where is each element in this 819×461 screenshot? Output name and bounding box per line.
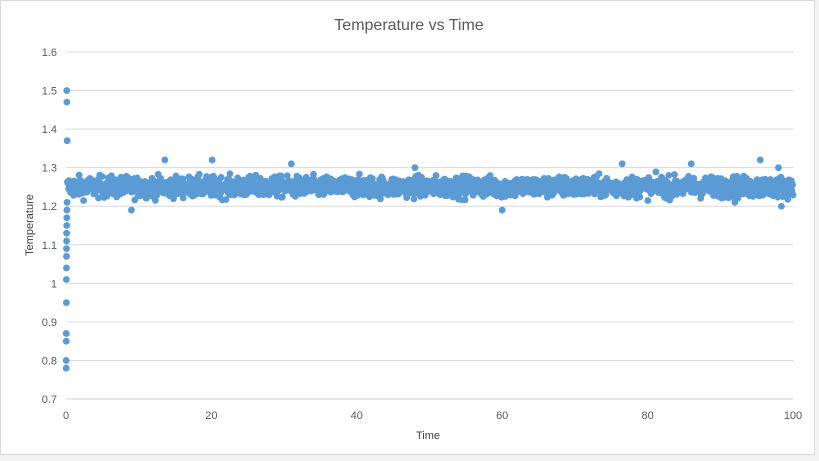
data-point [279, 193, 286, 201]
window-edge-bottom [0, 455, 819, 461]
data-point [418, 173, 425, 181]
y-tick-label-2: 0.9 [42, 317, 57, 329]
data-point [562, 175, 570, 182]
data-point-spike [731, 198, 739, 206]
data-point-spike [411, 164, 419, 172]
data-point-initial [62, 299, 70, 307]
x-tick-label-3: 60 [496, 410, 508, 422]
y-tick-label-5: 1.2 [42, 201, 57, 213]
data-point [789, 191, 797, 199]
x-axis-title: Time [416, 430, 440, 442]
data-point [356, 170, 363, 178]
data-point [108, 172, 115, 180]
data-point-initial [63, 222, 71, 229]
y-tick-labels: 0.7 0.8 0.9 1 1.1 1.2 1.3 1.4 1.5 1.6 [42, 47, 57, 406]
data-point-spike [161, 156, 169, 164]
y-tick-label-9: 1.6 [42, 47, 57, 59]
data-point-initial [63, 98, 71, 106]
y-tick-label-3: 1 [51, 278, 57, 290]
gridlines [66, 51, 793, 400]
data-point [671, 171, 678, 178]
data-point [217, 173, 225, 181]
window-edge-right [815, 0, 819, 461]
data-point [377, 195, 384, 203]
data-point-spike [687, 160, 695, 168]
data-point [98, 173, 106, 180]
data-point [368, 175, 376, 183]
data-point-initial [63, 87, 71, 94]
data-point [461, 196, 469, 204]
data-point [226, 170, 234, 178]
data-point [432, 172, 440, 179]
data-point [665, 171, 673, 179]
data-point [283, 172, 291, 180]
data-point-spike [756, 156, 764, 164]
y-tick-label-4: 1.1 [42, 240, 57, 252]
data-point [545, 175, 552, 182]
data-point-initial [63, 214, 71, 222]
scatter-markers [62, 87, 797, 372]
x-tick-label-2: 40 [351, 410, 363, 422]
data-point [486, 172, 494, 179]
data-point [644, 197, 652, 204]
x-tick-label-0: 0 [63, 410, 69, 422]
data-point [595, 170, 603, 178]
y-tick-label-0: 0.7 [42, 394, 57, 406]
data-point [789, 181, 796, 189]
y-tick-label-6: 1.3 [42, 163, 57, 175]
data-point [652, 168, 660, 176]
data-point [685, 172, 692, 180]
data-point [75, 171, 83, 179]
data-point [256, 174, 264, 182]
data-point [95, 194, 102, 202]
data-point-initial [62, 364, 70, 372]
data-point-spike [128, 206, 135, 214]
y-tick-label-8: 1.5 [42, 86, 57, 98]
chart-title: Temperature vs Time [334, 17, 483, 34]
data-point-initial [62, 357, 70, 364]
data-point [784, 195, 792, 203]
y-tick-label-7: 1.4 [42, 124, 57, 136]
data-point [179, 194, 187, 202]
data-point-initial [62, 276, 70, 283]
data-point-initial [63, 252, 70, 260]
data-point-initial [63, 264, 70, 272]
data-point-spike [498, 206, 506, 214]
x-tick-label-1: 20 [205, 410, 217, 422]
data-point-initial [63, 206, 71, 214]
y-axis-title: Temperature [24, 194, 36, 256]
data-point-initial [63, 198, 71, 206]
data-point-spike [775, 164, 782, 172]
data-point-initial [63, 237, 70, 245]
data-point-spike [618, 160, 626, 168]
data-point [354, 191, 362, 199]
data-point-initial [63, 137, 71, 145]
data-point-spike [208, 156, 216, 164]
x-tick-label-4: 80 [641, 410, 653, 422]
x-tick-label-5: 100 [784, 410, 802, 422]
data-point-initial [62, 337, 70, 345]
y-tick-label-1: 0.8 [42, 355, 57, 367]
data-point-spike [777, 202, 785, 210]
data-point [636, 193, 644, 201]
data-point [222, 196, 230, 203]
data-point-initial [63, 229, 71, 237]
data-point-spike [287, 160, 295, 168]
data-point [647, 190, 655, 198]
x-tick-labels: 0 20 40 60 80 100 [63, 410, 802, 422]
data-point-initial [62, 330, 70, 337]
data-point [410, 195, 418, 203]
data-point [195, 170, 203, 178]
data-point [80, 197, 87, 204]
data-point-initial [63, 245, 70, 253]
